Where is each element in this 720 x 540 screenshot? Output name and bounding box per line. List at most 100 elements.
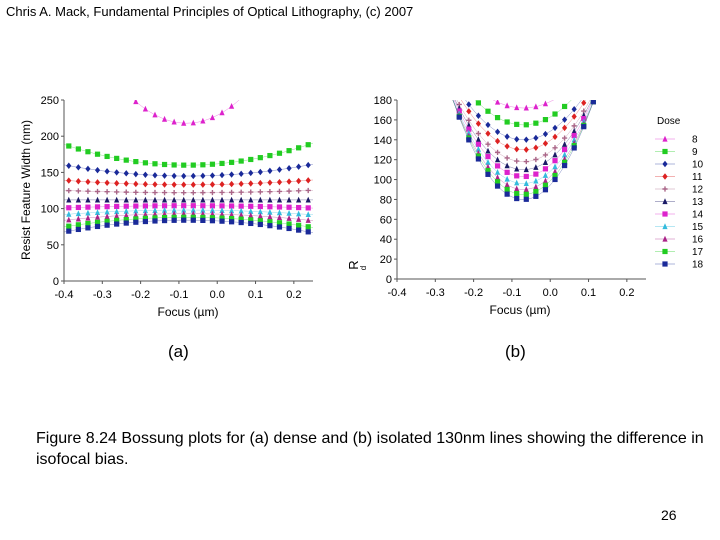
data-point-dose-12 (219, 189, 225, 196)
data-point-dose-12 (200, 190, 206, 196)
x-tick-label: 0.2 (286, 289, 301, 301)
data-point-dose-11 (171, 181, 177, 188)
legend-entry: 13 (655, 197, 704, 208)
legend-label: 9 (692, 147, 698, 158)
x-tick-label: 0.0 (543, 287, 558, 299)
data-point-dose-12 (123, 189, 129, 195)
data-point-dose-13 (485, 147, 491, 154)
data-point-dose-12 (504, 155, 510, 161)
data-point-dose-8 (514, 104, 520, 111)
data-point-dose-14 (504, 169, 510, 175)
y-tick-label: 80 (380, 194, 392, 206)
data-point-dose-18 (190, 217, 196, 223)
x-tick-label: -0.1 (169, 289, 188, 301)
y-tick-label: 120 (374, 155, 392, 167)
data-point-dose-10 (228, 171, 235, 178)
fit-curve-dose-9 (475, 100, 572, 126)
data-point-dose-15 (219, 207, 225, 214)
data-point-dose-11 (542, 140, 549, 147)
data-point-dose-18 (542, 187, 549, 193)
data-point-dose-15 (257, 208, 263, 215)
series-dose-9 (64, 142, 313, 168)
data-point-dose-14 (114, 203, 120, 210)
data-point-dose-15 (152, 207, 158, 213)
data-point-dose-12 (561, 135, 568, 141)
data-point-dose-17 (66, 223, 72, 229)
data-point-dose-17 (104, 218, 110, 224)
y-axis-label: Resist Feature Width (nm) (19, 120, 33, 260)
data-point-dose-14 (581, 116, 587, 122)
data-point-dose-17 (200, 214, 206, 221)
data-point-dose-9 (161, 161, 168, 168)
data-point-dose-16 (494, 174, 501, 181)
data-point-dose-17 (85, 220, 91, 227)
fit-curve-dose-12 (456, 100, 591, 162)
data-point-dose-16 (542, 177, 549, 184)
data-point-dose-11 (494, 137, 501, 145)
data-point-dose-8 (171, 118, 177, 125)
legend-label: 8 (692, 135, 698, 146)
data-point-dose-9 (200, 162, 206, 168)
data-point-dose-9 (85, 149, 91, 155)
data-point-dose-10 (276, 166, 283, 173)
legend-entry: 8 (655, 135, 698, 146)
data-point-dose-15 (475, 146, 482, 152)
data-point-dose-10 (85, 165, 91, 173)
data-point-dose-18 (152, 218, 158, 224)
data-point-dose-11 (257, 179, 263, 187)
data-point-dose-12 (181, 190, 187, 196)
data-point-dose-18 (581, 124, 587, 130)
y-tick-label: 100 (41, 204, 59, 216)
legend-label: 16 (692, 235, 704, 246)
legend-label: 10 (692, 160, 704, 171)
data-point-dose-17 (267, 219, 273, 225)
data-point-dose-10 (171, 172, 177, 180)
data-point-dose-12 (228, 189, 235, 195)
data-point-dose-16 (123, 212, 129, 218)
data-point-dose-8 (190, 119, 196, 126)
data-point-dose-10 (475, 112, 482, 119)
data-point-dose-17 (238, 216, 244, 222)
data-point-dose-14 (276, 204, 283, 210)
y-tick-label: 40 (380, 234, 392, 246)
data-point-dose-13 (475, 136, 482, 143)
data-point-dose-12 (85, 188, 91, 194)
data-point-dose-14 (248, 203, 254, 209)
data-point-dose-11 (152, 181, 158, 188)
data-point-dose-10 (533, 134, 539, 142)
data-point-dose-15 (466, 129, 472, 136)
data-point-dose-9 (142, 160, 149, 166)
data-point-dose-16 (228, 211, 235, 218)
data-point-dose-13 (533, 164, 539, 170)
data-point-dose-10 (238, 170, 244, 178)
data-point-dose-11 (296, 177, 302, 185)
data-point-dose-18 (228, 219, 235, 225)
data-point-dose-13 (494, 156, 501, 163)
fit-curve-dose-14 (453, 100, 594, 177)
data-point-dose-16 (276, 214, 283, 221)
data-point-dose-16 (552, 168, 558, 175)
data-point-dose-12 (171, 190, 177, 196)
legend-marker (662, 235, 668, 242)
data-point-dose-14 (571, 132, 577, 139)
fit-curve-dose-15 (452, 100, 594, 184)
data-point-dose-17 (485, 168, 491, 174)
data-point-dose-18 (209, 218, 216, 224)
data-point-dose-18 (238, 219, 244, 226)
data-point-dose-9 (494, 115, 501, 121)
figure-caption: Figure 8.24 Bossung plots for (a) dense … (36, 430, 704, 468)
y-axis-label: R (346, 260, 361, 269)
legend-label: 12 (692, 185, 704, 196)
x-tick-label: -0.4 (55, 289, 74, 301)
data-point-dose-12 (494, 149, 501, 155)
data-point-dose-11 (181, 181, 187, 188)
x-tick-label: -0.1 (502, 287, 521, 299)
fit-curve-dose-11 (460, 100, 586, 150)
data-point-dose-17 (171, 214, 177, 220)
data-point-dose-11 (85, 178, 91, 186)
data-point-dose-9 (133, 159, 139, 165)
data-point-dose-14 (494, 163, 501, 169)
data-point-dose-12 (552, 145, 558, 151)
slide-header: Chris A. Mack, Fundamental Principles of… (6, 4, 414, 19)
data-point-dose-18 (514, 195, 520, 202)
